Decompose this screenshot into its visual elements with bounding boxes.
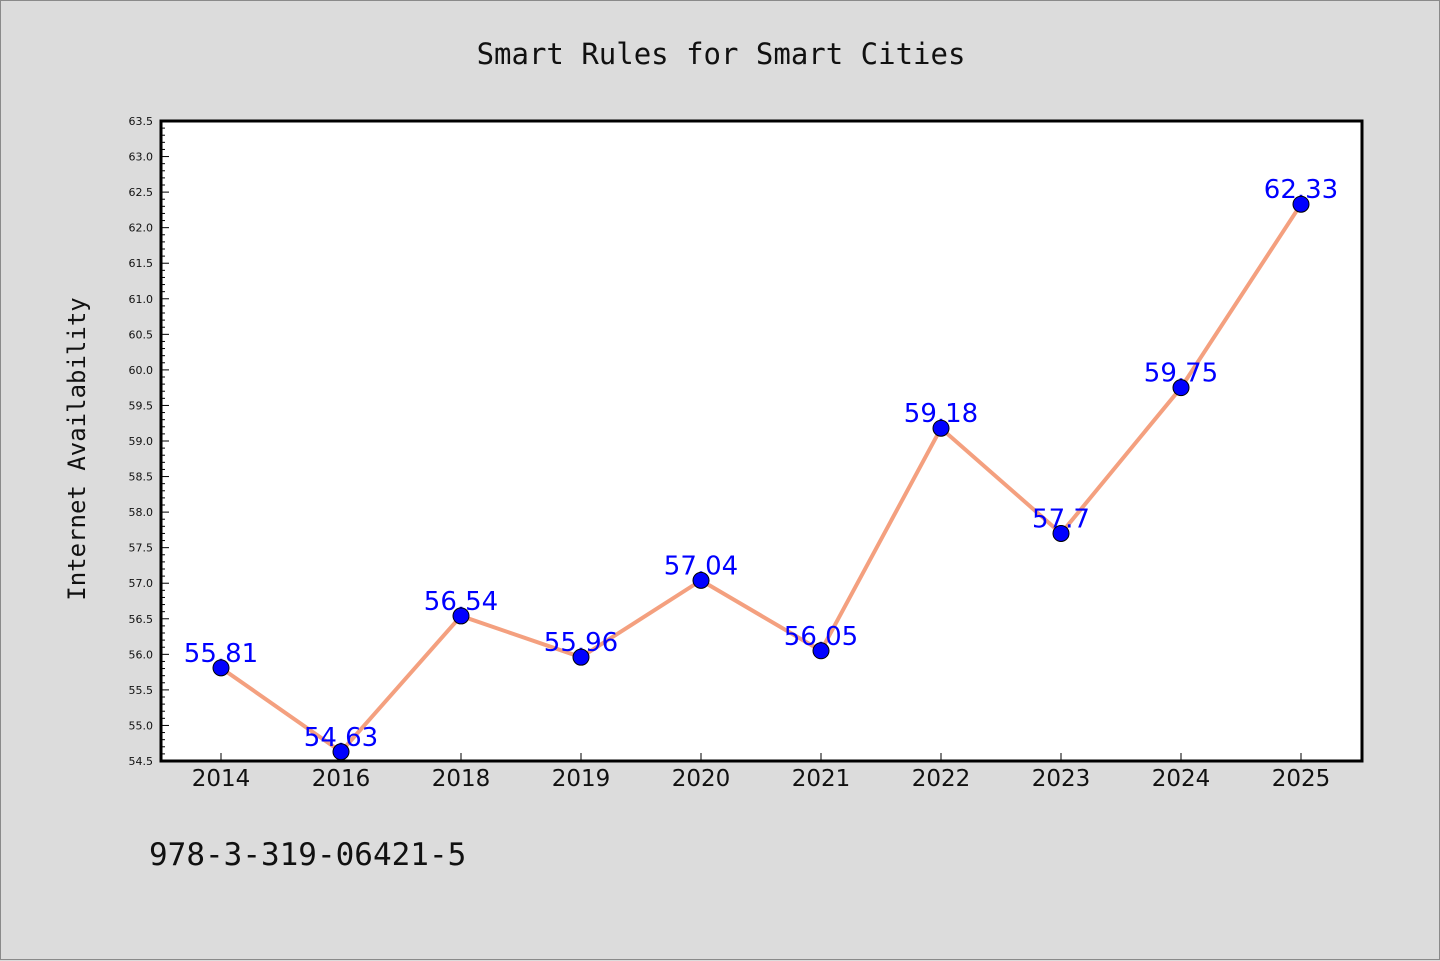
data-point xyxy=(1292,195,1310,213)
y-tick-label: 55.0 xyxy=(129,719,154,732)
series-line xyxy=(219,202,1303,754)
data-point xyxy=(692,571,710,589)
x-tick-label: 2016 xyxy=(312,766,371,792)
chart-title: Smart Rules for Smart Cities xyxy=(477,37,966,71)
x-tick-label: 2024 xyxy=(1152,766,1211,792)
y-tick-label: 62.0 xyxy=(129,222,154,235)
y-tick-label: 61.0 xyxy=(129,293,154,306)
x-tick-label: 2022 xyxy=(912,766,971,792)
x-tick-label: 2014 xyxy=(192,766,251,792)
x-axis: 2014 2016 2018 2019 2020 2021 2022 2023 2024 2025 xyxy=(192,753,1331,792)
data-point xyxy=(1052,524,1070,542)
x-tick-label: 2020 xyxy=(672,766,731,792)
y-tick-label: 57.5 xyxy=(129,542,154,555)
y-tick-label: 54.5 xyxy=(129,755,154,768)
data-point xyxy=(212,659,230,677)
series-layer: 55.8154.6356.5455.9657.0456.0559.1857.75… xyxy=(184,175,1338,761)
x-tick-label: 2023 xyxy=(1032,766,1091,792)
y-tick-label: 63.0 xyxy=(129,151,154,164)
isbn-text: 978-3-319-06421-5 xyxy=(149,837,466,873)
data-point xyxy=(932,419,950,437)
y-tick-label: 60.0 xyxy=(129,364,154,377)
y-tick-label: 57.0 xyxy=(129,577,154,590)
y-tick-label: 55.5 xyxy=(129,684,154,697)
y-tick-label: 59.5 xyxy=(129,399,154,412)
data-point xyxy=(452,607,470,625)
y-tick-label: 62.5 xyxy=(129,186,154,199)
y-axis: 54.5 55.0 55.5 56.0 56.5 57.0 57.5 58.0 58.5 59.0… xyxy=(129,115,169,768)
y-tick-label: 58.0 xyxy=(129,506,154,519)
y-axis-label: Internet Availability xyxy=(63,297,91,600)
x-tick-label: 2021 xyxy=(792,766,851,792)
plot-area xyxy=(159,119,1364,763)
x-tick-label: 2019 xyxy=(552,766,611,792)
y-tick-label: 60.5 xyxy=(129,328,154,341)
data-point xyxy=(332,743,350,761)
y-tick-label: 56.5 xyxy=(129,613,154,626)
y-tick-label: 58.5 xyxy=(129,471,154,484)
y-tick-label: 63.5 xyxy=(129,115,154,128)
x-tick-label: 2025 xyxy=(1272,766,1331,792)
x-tick-label: 2018 xyxy=(432,766,491,792)
data-point xyxy=(1172,379,1190,397)
data-point xyxy=(812,642,830,660)
y-tick-label: 59.0 xyxy=(129,435,154,448)
data-point xyxy=(572,648,590,666)
y-tick-label: 61.5 xyxy=(129,257,154,270)
y-tick-label: 56.0 xyxy=(129,648,154,661)
